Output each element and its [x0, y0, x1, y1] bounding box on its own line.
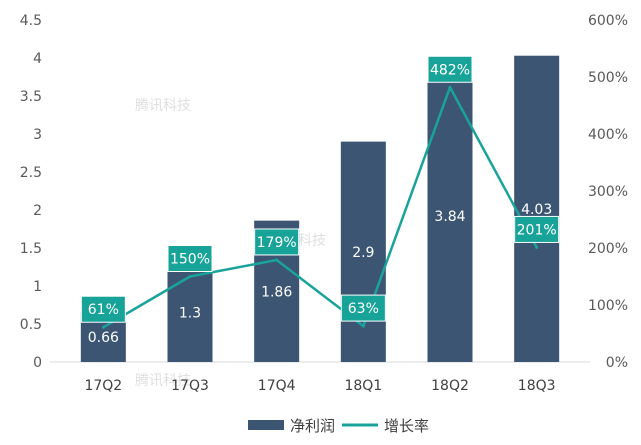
y-right-tick-label: 600%: [588, 13, 628, 29]
bars: [80, 55, 560, 362]
x-tick-label: 17Q2: [84, 378, 122, 394]
x-tick-label: 17Q3: [171, 378, 209, 394]
y-right-tick-label: 200%: [588, 241, 628, 257]
rate-value-label: 201%: [517, 222, 557, 238]
x-tick-label: 18Q2: [431, 378, 469, 394]
rate-label-box: [167, 245, 213, 272]
y-left-tick-label: 2: [33, 203, 42, 219]
legend-label-bar: 净利润: [290, 417, 335, 435]
bar-value-label: 4.03: [521, 202, 552, 218]
growth-point: [275, 258, 279, 262]
bar-value-label: 1.3: [179, 306, 201, 322]
x-tick-label: 18Q1: [344, 378, 382, 394]
bar-value-label: 1.86: [261, 284, 292, 300]
watermark: 腾讯科技: [135, 97, 191, 114]
x-tick-label: 18Q3: [518, 378, 556, 394]
y-left-tick-label: 0: [33, 355, 42, 371]
rate-value-label: 150%: [170, 252, 210, 268]
y-left-tick-label: 0.5: [20, 317, 42, 333]
legend: 净利润 增长率: [248, 417, 429, 435]
rate-value-label: 61%: [88, 302, 119, 318]
y-left-tick-label: 4.5: [20, 13, 42, 29]
rate-labels: 61% 150% 179% 63% 482% 201%: [80, 55, 560, 323]
y-left-tick-label: 3.5: [20, 89, 42, 105]
growth-point: [535, 245, 539, 249]
y-right-tick-label: 100%: [588, 298, 628, 314]
bar: [427, 70, 473, 362]
rate-label-box: [254, 228, 300, 256]
y-left-tick-label: 4: [33, 51, 42, 67]
x-tick-label: 17Q4: [258, 378, 296, 394]
rate-label-box: [80, 295, 126, 323]
rate-label-box: [340, 294, 386, 322]
legend-swatch-bar: [248, 420, 284, 430]
growth-point: [188, 275, 192, 278]
rate-value-label: 482%: [430, 62, 470, 78]
x-axis: 17Q2 17Q3 17Q4 18Q1 18Q2 18Q3: [84, 378, 555, 394]
growth-point: [448, 85, 452, 89]
bar-value-label: 3.84: [434, 209, 465, 225]
bar-value-label: 0.66: [88, 330, 119, 346]
growth-line: [101, 85, 539, 329]
rate-label-box: [514, 215, 560, 243]
rate-value-label: 63%: [348, 301, 379, 317]
growth-line-path: [102, 86, 538, 329]
y-left-axis: 0 0.5 1 1.5 2 2.5 3 3.5 4 4.5: [20, 13, 42, 371]
growth-point: [361, 324, 365, 328]
y-right-axis: 0% 100% 200% 300% 400% 500% 600%: [588, 13, 628, 371]
rate-value-label: 179%: [257, 235, 297, 251]
bar-value-label: 2.9: [352, 245, 374, 261]
y-left-tick-label: 1: [33, 279, 42, 295]
y-left-tick-label: 1.5: [20, 241, 42, 257]
rate-label-box: [427, 55, 473, 83]
y-left-tick-label: 2.5: [20, 165, 42, 181]
y-right-tick-label: 500%: [588, 70, 628, 86]
bar-labels: 0.66 1.3 1.86 2.9 3.84 4.03: [88, 202, 553, 346]
y-right-tick-label: 0%: [606, 355, 628, 371]
watermark: 腾讯科技: [135, 372, 191, 389]
y-right-tick-label: 300%: [588, 184, 628, 200]
y-right-tick-label: 400%: [588, 127, 628, 143]
growth-point: [101, 325, 105, 329]
bar: [167, 263, 213, 362]
y-left-tick-label: 3: [33, 127, 42, 143]
bar: [514, 55, 560, 362]
legend-label-line: 增长率: [384, 417, 429, 435]
